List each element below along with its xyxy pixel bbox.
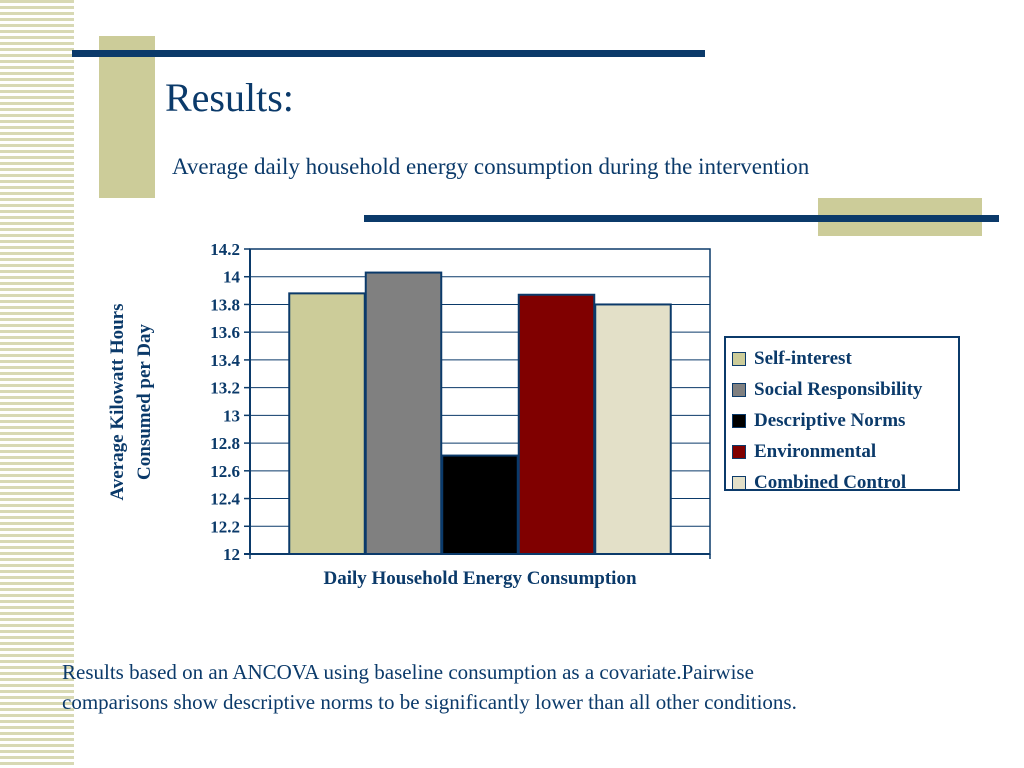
bar-combined-control bbox=[594, 303, 672, 555]
legend-label: Environmental bbox=[754, 440, 877, 462]
y-tick-label: 12.8 bbox=[210, 434, 240, 453]
y-tick-label: 13.4 bbox=[210, 351, 240, 370]
legend-swatch-environmental bbox=[732, 444, 746, 459]
y-tick-label: 12.4 bbox=[210, 490, 240, 509]
y-tick-label: 14 bbox=[223, 268, 241, 287]
legend-label: Self-interest bbox=[754, 347, 852, 369]
y-tick-label: 14.2 bbox=[210, 240, 240, 259]
slide-subtitle: Average daily household energy consumpti… bbox=[172, 154, 810, 179]
x-axis-label: Daily Household Energy Consumption bbox=[323, 568, 636, 589]
y-tick-label: 12 bbox=[223, 545, 240, 564]
legend-item: Descriptive Norms bbox=[732, 405, 958, 436]
y-tick-label: 12.2 bbox=[210, 517, 240, 536]
bar-chart: 14.2 14 13.8 13.6 13.4 13.2 13 12.8 12.6 12.4 12.2… bbox=[107, 240, 711, 589]
results-note-line-2: comparisons show descriptive norms to be… bbox=[62, 690, 797, 715]
y-axis-label-line-2: Consumed per Day bbox=[134, 324, 155, 480]
y-tick-label: 13.6 bbox=[210, 323, 240, 342]
bar-descriptive-norms bbox=[441, 454, 519, 555]
y-tick-label: 13.2 bbox=[210, 379, 240, 398]
bar-environmental bbox=[517, 293, 596, 555]
slide-title: Results: bbox=[165, 75, 294, 120]
legend-item: Environmental bbox=[732, 436, 958, 467]
legend-swatch-self-interest bbox=[732, 351, 746, 366]
y-tick-label: 13 bbox=[223, 406, 240, 425]
legend-label: Descriptive Norms bbox=[754, 409, 906, 431]
legend-item: Combined Control bbox=[732, 467, 958, 498]
header-rule-right bbox=[364, 215, 999, 222]
legend-label: Combined Control bbox=[754, 471, 907, 493]
results-note: Results based on an ANCOVA using baselin… bbox=[62, 657, 982, 718]
legend-swatch-descriptive-norms bbox=[732, 413, 746, 428]
legend-label: Social Responsibility bbox=[754, 378, 923, 400]
legend-swatch-social-responsibility bbox=[732, 382, 746, 397]
legend-swatch-combined-control bbox=[732, 475, 746, 490]
bar-self-interest bbox=[288, 292, 366, 555]
y-tick-label: 13.8 bbox=[210, 295, 240, 314]
decorative-block-top bbox=[99, 36, 155, 198]
legend-item: Self-interest bbox=[732, 343, 958, 374]
y-axis-label-line-1: Average Kilowatt Hours bbox=[107, 304, 128, 501]
legend-item: Social Responsibility bbox=[732, 374, 958, 405]
decorative-stripes bbox=[0, 0, 74, 768]
y-tick-label: 12.6 bbox=[210, 462, 240, 481]
bar-social-responsibility bbox=[364, 271, 443, 556]
chart-legend: Self-interest Social Responsibility Desc… bbox=[724, 336, 960, 493]
results-note-line-1: Results based on an ANCOVA using baselin… bbox=[62, 660, 754, 684]
header-rule-top bbox=[72, 50, 705, 57]
